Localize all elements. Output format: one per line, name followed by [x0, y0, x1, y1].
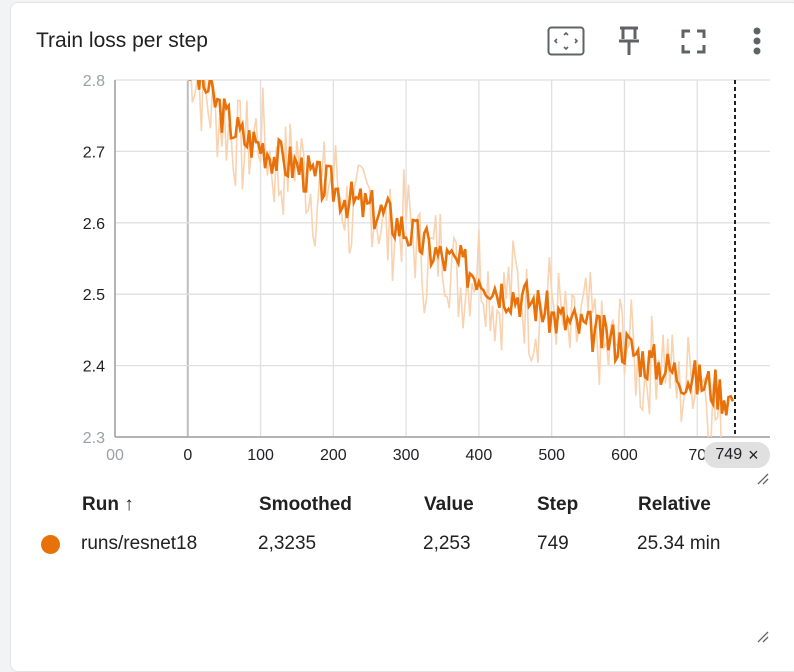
x-tick-label: 600 [611, 447, 638, 464]
row-relative-time: 25.34 min [637, 533, 721, 554]
row-smoothed-value: 2,3235 [258, 533, 317, 554]
tick-labels: 00 0 100 200 300 400 500 600 702.82.72.62.52.42.… [83, 73, 706, 464]
column-header-relative[interactable]: Relative [638, 494, 711, 515]
row-value: 2,253 [423, 533, 471, 554]
column-header-smoothed[interactable]: Smoothed [259, 494, 352, 515]
x-tick-label: 400 [466, 447, 493, 464]
raw-series-line [190, 80, 722, 437]
series-layer [188, 80, 735, 437]
more-vert-icon [753, 27, 761, 55]
x-tick-label: 100 [247, 447, 274, 464]
y-tick-label: 2.7 [83, 144, 105, 161]
chart-resize-icon[interactable] [756, 472, 770, 486]
smoothed-series-line [188, 80, 735, 416]
y-tick-label: 2.3 [83, 430, 105, 447]
fullscreen-button[interactable] [681, 29, 706, 54]
hover-step-label: 749 [715, 446, 743, 463]
y-tick-label: 2.8 [83, 73, 105, 90]
column-header-value[interactable]: Value [424, 494, 474, 515]
fullscreen-icon [681, 29, 706, 54]
x-tick-label: 70 [688, 447, 706, 464]
row-step: 749 [537, 533, 569, 554]
hover-step-chip[interactable]: 749 × [704, 442, 770, 468]
axes [114, 80, 770, 438]
x-tick-label: 200 [320, 447, 347, 464]
close-icon[interactable]: × [748, 445, 759, 465]
fit-domain-button[interactable] [547, 26, 585, 56]
y-tick-label: 2.4 [83, 359, 105, 376]
column-header-run[interactable]: Run ↑ [82, 494, 134, 515]
card-resize-icon[interactable] [756, 630, 770, 644]
more-options-button[interactable] [751, 26, 763, 58]
run-color-dot [41, 535, 60, 554]
y-tick-label: 2.5 [83, 287, 105, 304]
line-chart[interactable]: 00 0 100 200 300 400 500 600 70 2.8 2.7 2.6 2.5 2.4 2.… [0, 0, 794, 480]
row-run-name: runs/resnet18 [81, 533, 198, 554]
y-tick-label: 2.6 [83, 216, 105, 233]
column-header-step[interactable]: Step [537, 494, 579, 515]
x-tick-label: 500 [538, 447, 565, 464]
chart-svg[interactable]: 00 0 100 200 300 400 500 600 702.82.72.62.52.42.… [0, 0, 794, 480]
card-title: Train loss per step [36, 29, 208, 52]
x-tick-label: 0 [183, 447, 192, 464]
x-tick-label: 300 [393, 447, 420, 464]
x-tick-label: 00 [106, 447, 124, 464]
pin-icon [619, 26, 639, 55]
fit-domain-icon [547, 26, 585, 56]
pin-button[interactable] [616, 25, 642, 57]
